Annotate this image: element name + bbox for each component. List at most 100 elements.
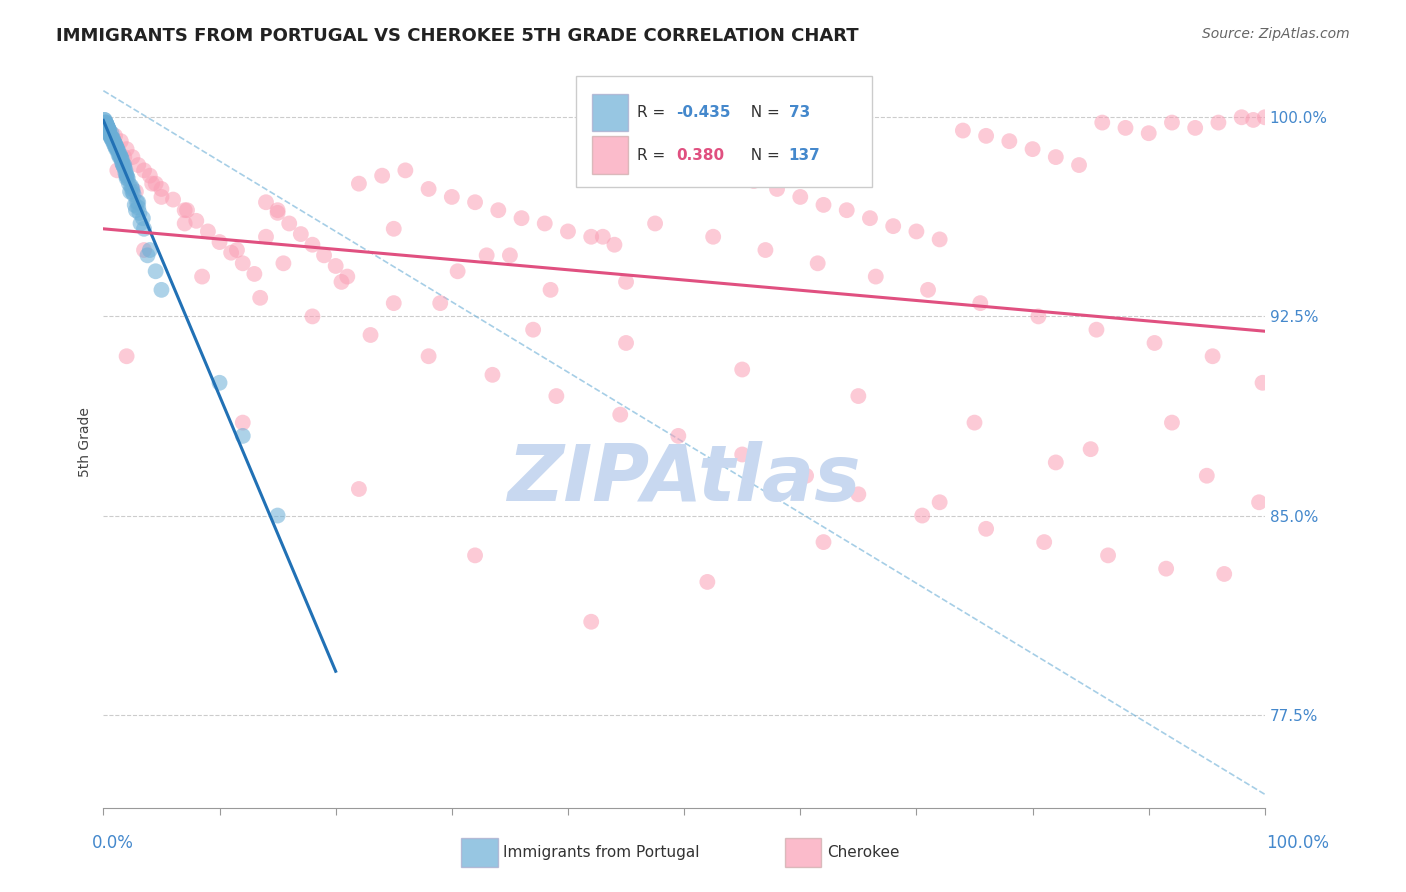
- Point: [418, 182, 440, 196]
- Point: [440, 190, 463, 204]
- Point: [112, 158, 135, 172]
- Point: [110, 150, 132, 164]
- Point: [94, 115, 117, 129]
- Point: [139, 169, 162, 183]
- Point: [301, 310, 323, 324]
- Point: [1161, 416, 1184, 430]
- Text: R =: R =: [637, 105, 671, 120]
- Point: [98, 123, 121, 137]
- Point: [1213, 566, 1236, 581]
- Point: [105, 142, 128, 156]
- Point: [1208, 115, 1230, 129]
- Point: [347, 482, 370, 496]
- Point: [1161, 115, 1184, 129]
- Point: [128, 206, 150, 220]
- Point: [120, 179, 142, 194]
- Point: [1080, 442, 1102, 457]
- Point: [114, 163, 136, 178]
- Point: [110, 134, 132, 148]
- Point: [481, 368, 503, 382]
- Point: [114, 166, 136, 180]
- Point: [112, 150, 135, 164]
- Point: [731, 448, 754, 462]
- Point: [1254, 110, 1277, 124]
- Point: [132, 221, 155, 235]
- Point: [97, 120, 120, 135]
- Point: [464, 195, 486, 210]
- Point: [115, 169, 138, 183]
- Point: [104, 139, 127, 153]
- Point: [176, 203, 198, 218]
- Point: [557, 224, 579, 238]
- Point: [627, 131, 650, 145]
- Point: [232, 429, 254, 443]
- Point: [371, 169, 394, 183]
- Point: [1201, 349, 1223, 363]
- Point: [446, 264, 468, 278]
- Point: [100, 131, 122, 145]
- Point: [101, 131, 124, 145]
- Point: [191, 269, 214, 284]
- Text: 100.0%: 100.0%: [1265, 834, 1329, 852]
- Text: 0.0%: 0.0%: [91, 834, 134, 852]
- Point: [96, 118, 118, 132]
- Point: [254, 195, 277, 210]
- Point: [93, 112, 115, 127]
- Point: [266, 508, 288, 523]
- Point: [115, 142, 138, 156]
- Point: [266, 206, 288, 220]
- Point: [219, 245, 242, 260]
- Text: ZIPAtlas: ZIPAtlas: [508, 441, 860, 517]
- Point: [115, 349, 138, 363]
- Point: [789, 190, 811, 204]
- Point: [111, 153, 134, 167]
- Point: [807, 256, 830, 270]
- Point: [614, 335, 637, 350]
- Point: [132, 243, 155, 257]
- Point: [94, 115, 117, 129]
- Point: [522, 323, 544, 337]
- Point: [266, 203, 288, 218]
- Text: -0.435: -0.435: [676, 105, 731, 120]
- Point: [974, 522, 997, 536]
- Point: [510, 211, 533, 226]
- Point: [546, 389, 568, 403]
- Point: [104, 136, 127, 151]
- Point: [103, 134, 125, 148]
- Point: [150, 182, 173, 196]
- Point: [112, 158, 135, 172]
- Point: [650, 142, 672, 156]
- Point: [105, 163, 128, 178]
- Point: [882, 219, 904, 234]
- Point: [115, 169, 138, 183]
- Point: [603, 237, 626, 252]
- Point: [969, 296, 991, 310]
- Text: IMMIGRANTS FROM PORTUGAL VS CHEROKEE 5TH GRADE CORRELATION CHART: IMMIGRANTS FROM PORTUGAL VS CHEROKEE 5TH…: [56, 27, 859, 45]
- Point: [486, 203, 509, 218]
- Point: [145, 177, 167, 191]
- Point: [928, 495, 950, 509]
- Point: [101, 134, 124, 148]
- Point: [859, 211, 882, 226]
- Point: [162, 193, 184, 207]
- Point: [208, 376, 231, 390]
- Point: [127, 201, 149, 215]
- Point: [974, 128, 997, 143]
- Point: [533, 217, 555, 231]
- Point: [127, 195, 149, 210]
- Point: [173, 203, 195, 218]
- Point: [325, 259, 347, 273]
- Point: [100, 126, 122, 140]
- Point: [1241, 112, 1264, 127]
- Point: [110, 150, 132, 164]
- Point: [94, 115, 117, 129]
- Point: [97, 120, 120, 135]
- Point: [696, 574, 718, 589]
- Point: [105, 142, 128, 156]
- Point: [226, 243, 249, 257]
- Point: [141, 177, 163, 191]
- Point: [301, 237, 323, 252]
- Point: [132, 211, 155, 226]
- Point: [115, 171, 138, 186]
- Point: [592, 229, 614, 244]
